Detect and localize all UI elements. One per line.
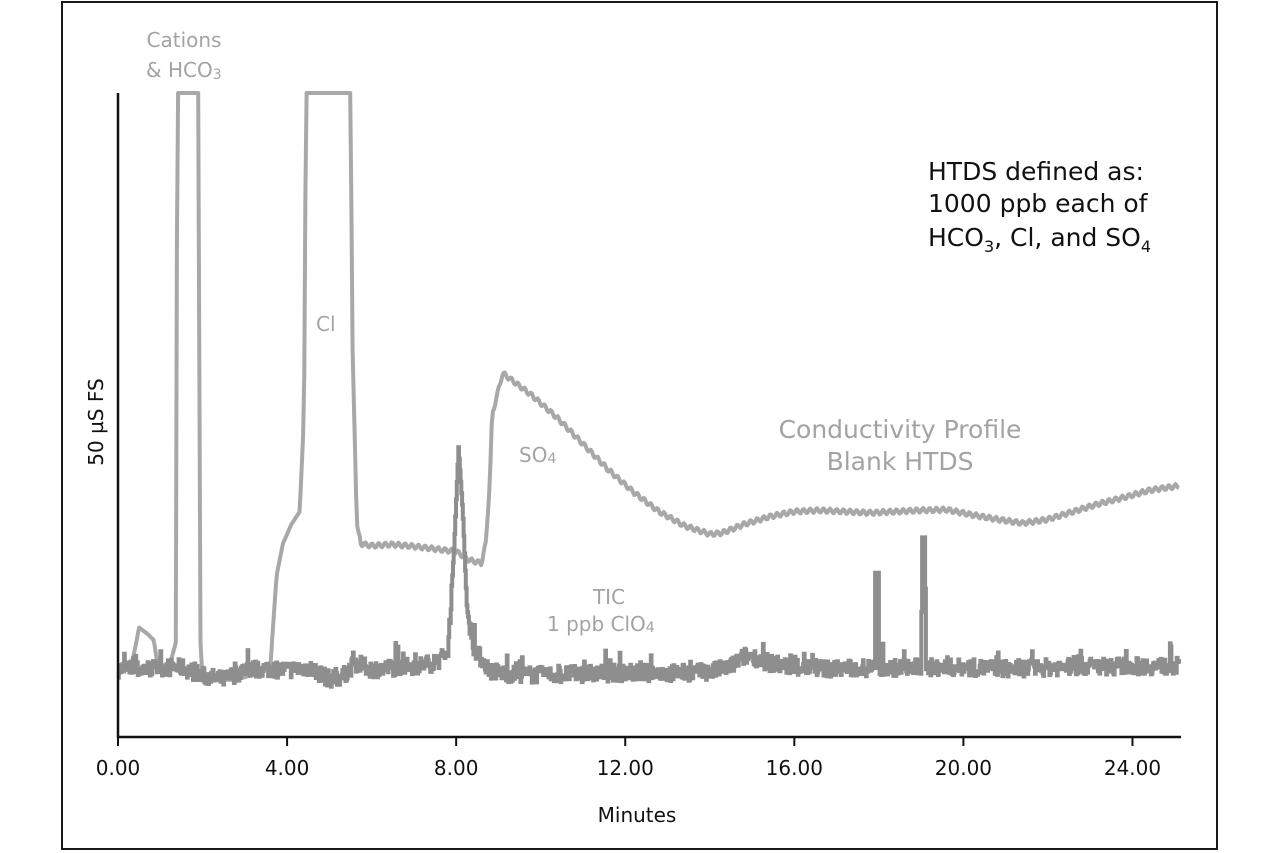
cl-peak-label: Cl <box>316 312 336 336</box>
x-axis-ticks: 0.00 4.00 8.00 12.00 16.00 20.00 24.00 <box>96 737 1161 780</box>
x-tick-label: 12.00 <box>597 756 654 780</box>
tic-perchlorate-trace <box>116 445 1181 689</box>
so4-peak-label: SO4 <box>519 443 556 467</box>
x-tick-label: 24.00 <box>1104 756 1161 780</box>
perchlorate-label: 1 ppb ClO4 <box>547 612 655 636</box>
x-tick-label: 4.00 <box>265 756 310 780</box>
plot-area <box>116 91 1181 689</box>
conductivity-profile-label: Conductivity Profile <box>779 415 1022 444</box>
htds-definition-note: HTDS defined as: 1000 ppb each of HCO3, … <box>928 157 1151 256</box>
conductivity-profile-trace <box>116 91 1180 682</box>
blank-htds-label: Blank HTDS <box>827 447 974 476</box>
x-tick-label: 0.00 <box>96 756 141 780</box>
svg-text:1000 ppb each of: 1000 ppb each of <box>928 189 1149 218</box>
hco3-label: & HCO3 <box>146 58 222 83</box>
tic-label: TIC <box>592 585 625 609</box>
cations-label: Cations <box>147 28 222 52</box>
x-axis-title: Minutes <box>598 803 677 827</box>
svg-text:HTDS defined as:: HTDS defined as: <box>928 157 1144 186</box>
y-axis-title: 50 µS FS <box>84 378 108 465</box>
x-tick-label: 16.00 <box>766 756 823 780</box>
x-tick-label: 20.00 <box>935 756 992 780</box>
x-tick-label: 8.00 <box>434 756 479 780</box>
svg-text:HCO3, Cl, and SO4: HCO3, Cl, and SO4 <box>928 223 1151 256</box>
figure-frame <box>61 1 1218 850</box>
